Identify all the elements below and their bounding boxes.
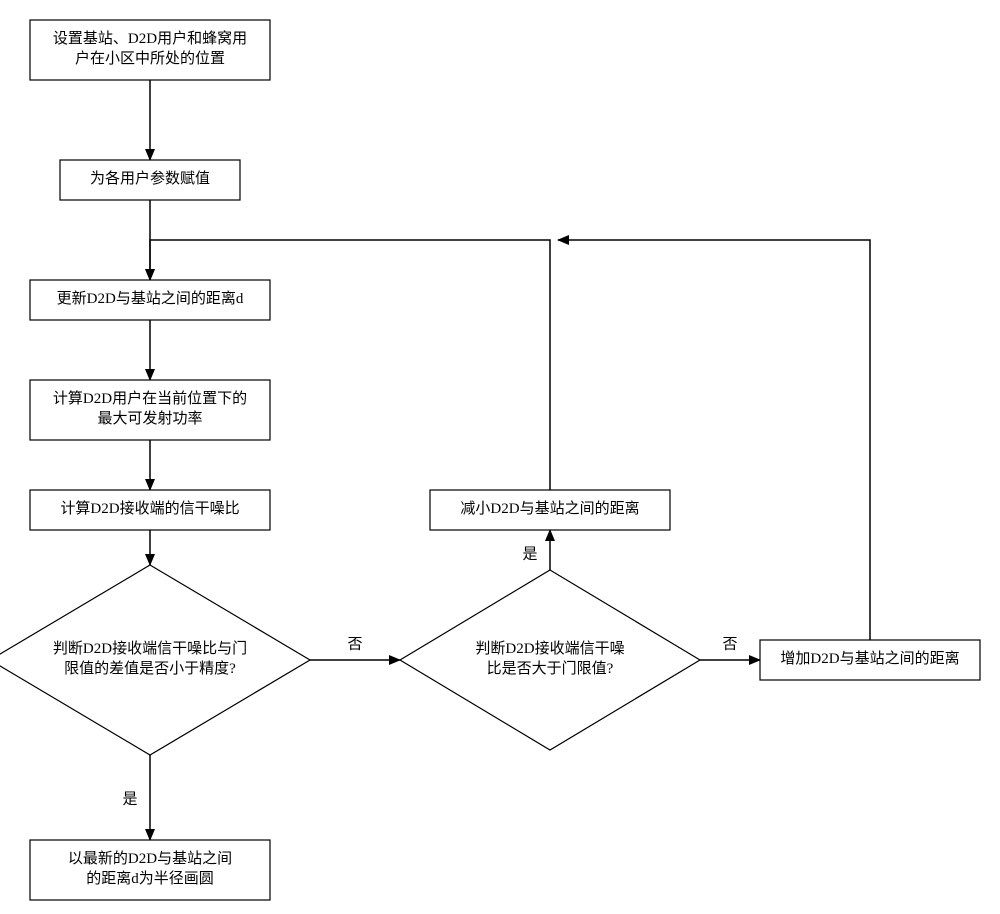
node-n4: [30, 380, 270, 440]
node-n6: [0, 565, 310, 755]
node-text-n9: 增加D2D与基站之间的距离: [780, 650, 959, 667]
flowchart-canvas: 是否是否设置基站、D2D用户和蜂窝用户在小区中所处的位置为各用户参数赋值更新D2…: [0, 0, 1000, 914]
node-n10: [30, 840, 270, 900]
node-n7: [400, 570, 700, 750]
node-n1: [30, 20, 270, 80]
edge-label-e6: 是: [122, 791, 137, 807]
edge-label-e7: 否: [347, 636, 362, 652]
node-text-n3: 更新D2D与基站之间的距离d: [57, 290, 244, 307]
node-text-n5: 计算D2D接收端的信干噪比: [60, 499, 239, 517]
edge-e10: [150, 240, 550, 490]
edge-label-e9: 否: [722, 636, 737, 652]
node-text-n2: 为各用户参数赋值: [90, 170, 210, 187]
edge-label-e8: 是: [522, 546, 537, 562]
edge-e11: [558, 240, 870, 640]
node-text-n8: 减小D2D与基站之间的距离: [460, 500, 639, 517]
